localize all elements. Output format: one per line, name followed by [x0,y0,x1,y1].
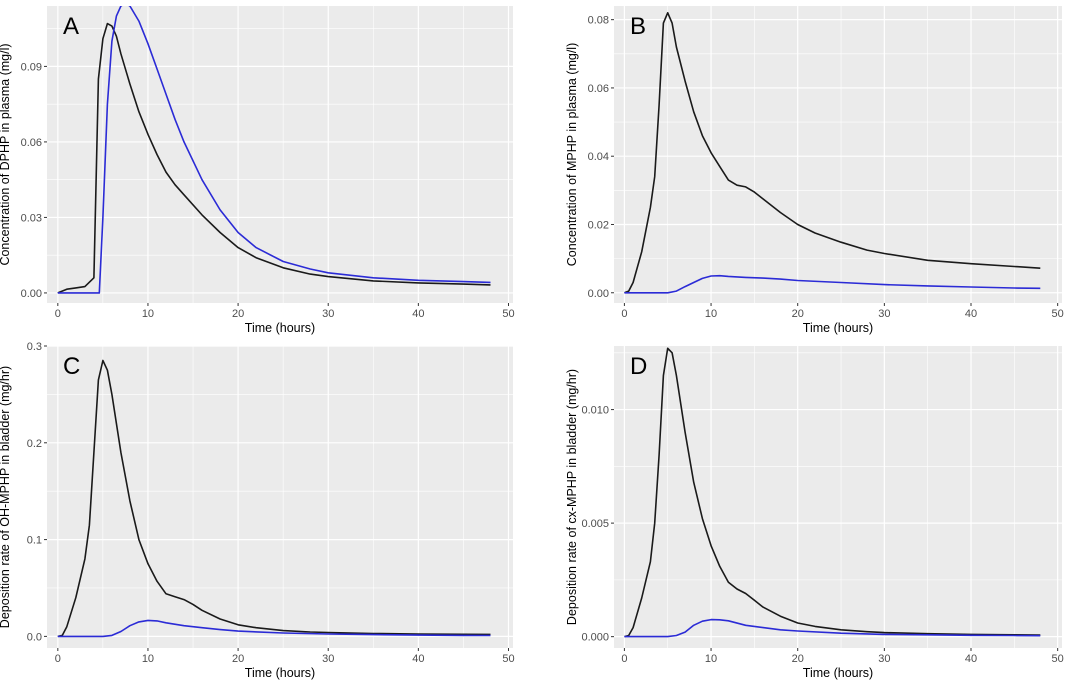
plot-background [614,346,1062,648]
x-tick-label: 40 [412,653,424,665]
x-tick-label: 30 [322,308,334,320]
x-axis-title: Time (hours) [803,666,873,680]
x-tick-label: 20 [792,653,804,665]
panel-label: B [630,13,646,40]
y-tick-label: 0.09 [21,61,42,73]
panel-label: C [63,353,80,380]
y-tick-label: 0.0 [27,631,42,643]
x-tick-label: 50 [502,308,514,320]
y-tick-label: 0.08 [588,15,609,27]
x-tick-label: 10 [705,653,717,665]
panel-b: 0 10 20 30 40 50 0.00 0.02 0.04 0.06 0.08 Time (hou… [565,6,1064,335]
x-axis-title: Time (hours) [245,666,315,680]
x-tick-label: 50 [502,653,514,665]
series-line-blue [624,618,1041,638]
y-tick-label: 0.03 [21,212,42,224]
x-tick-label: 50 [1052,308,1064,320]
x-tick-label: 20 [232,653,244,665]
y-tick-label: 0.04 [588,151,609,163]
panel-label: D [630,353,647,380]
y-tick-label: 0.00 [588,288,609,300]
y-axis-title: Concentration of DPHP in plasma (mg/l) [0,43,12,265]
y-tick-label: 0.1 [27,535,42,547]
y-tick-label: 0.005 [581,518,609,530]
y-tick-label: 0.000 [581,632,609,644]
series-line-blue [57,619,491,638]
y-axis-title: Deposition rate of cx-MPHP in bladder (m… [565,369,579,625]
x-tick-label: 0 [55,308,61,320]
panel-a: 0 10 20 30 40 50 0.00 0.03 0.06 0.09 Time (hours) C… [0,6,515,335]
panel-c: 0 10 20 30 40 50 0.0 0.1 0.2 0.3 Time (hours) Depos… [0,341,515,680]
y-axis-title: Deposition rate of OH-MPHP in bladder (m… [0,366,12,628]
plot-background [47,6,513,303]
series-line-blue [624,274,1041,294]
series-line-black [57,359,491,638]
x-tick-label: 30 [878,653,890,665]
x-tick-label: 10 [705,308,717,320]
x-tick-label: 40 [412,308,424,320]
panel-d: 0 10 20 30 40 50 0.000 0.005 0.010 Time (hours) De… [565,346,1064,680]
y-tick-label: 0.010 [581,405,609,417]
x-tick-label: 0 [55,653,61,665]
y-tick-label: 0.3 [27,341,42,353]
panel-label: A [63,13,79,40]
x-axis-title: Time (hours) [245,321,315,335]
x-axis-title: Time (hours) [803,321,873,335]
x-tick-label: 40 [965,308,977,320]
x-tick-label: 50 [1052,653,1064,665]
x-tick-label: 40 [965,653,977,665]
x-tick-label: 30 [878,308,890,320]
x-tick-label: 0 [621,653,627,665]
y-tick-label: 0.06 [21,137,42,149]
y-axis-title: Concentration of MPHP in plasma (mg/l) [565,43,579,266]
y-tick-label: 0.2 [27,438,42,450]
series-line-blue [57,6,491,294]
plot-background [614,6,1062,303]
x-tick-label: 0 [621,308,627,320]
x-tick-label: 20 [792,308,804,320]
y-tick-label: 0.06 [588,83,609,95]
series-line-black [57,22,491,294]
plot-background [47,346,513,648]
y-tick-label: 0.02 [588,219,609,231]
x-tick-label: 30 [322,653,334,665]
y-tick-label: 0.00 [21,288,42,300]
series-line-black [624,347,1041,638]
series-line-black [624,12,1041,294]
x-tick-label: 10 [142,308,154,320]
x-tick-label: 10 [142,653,154,665]
x-tick-label: 20 [232,308,244,320]
